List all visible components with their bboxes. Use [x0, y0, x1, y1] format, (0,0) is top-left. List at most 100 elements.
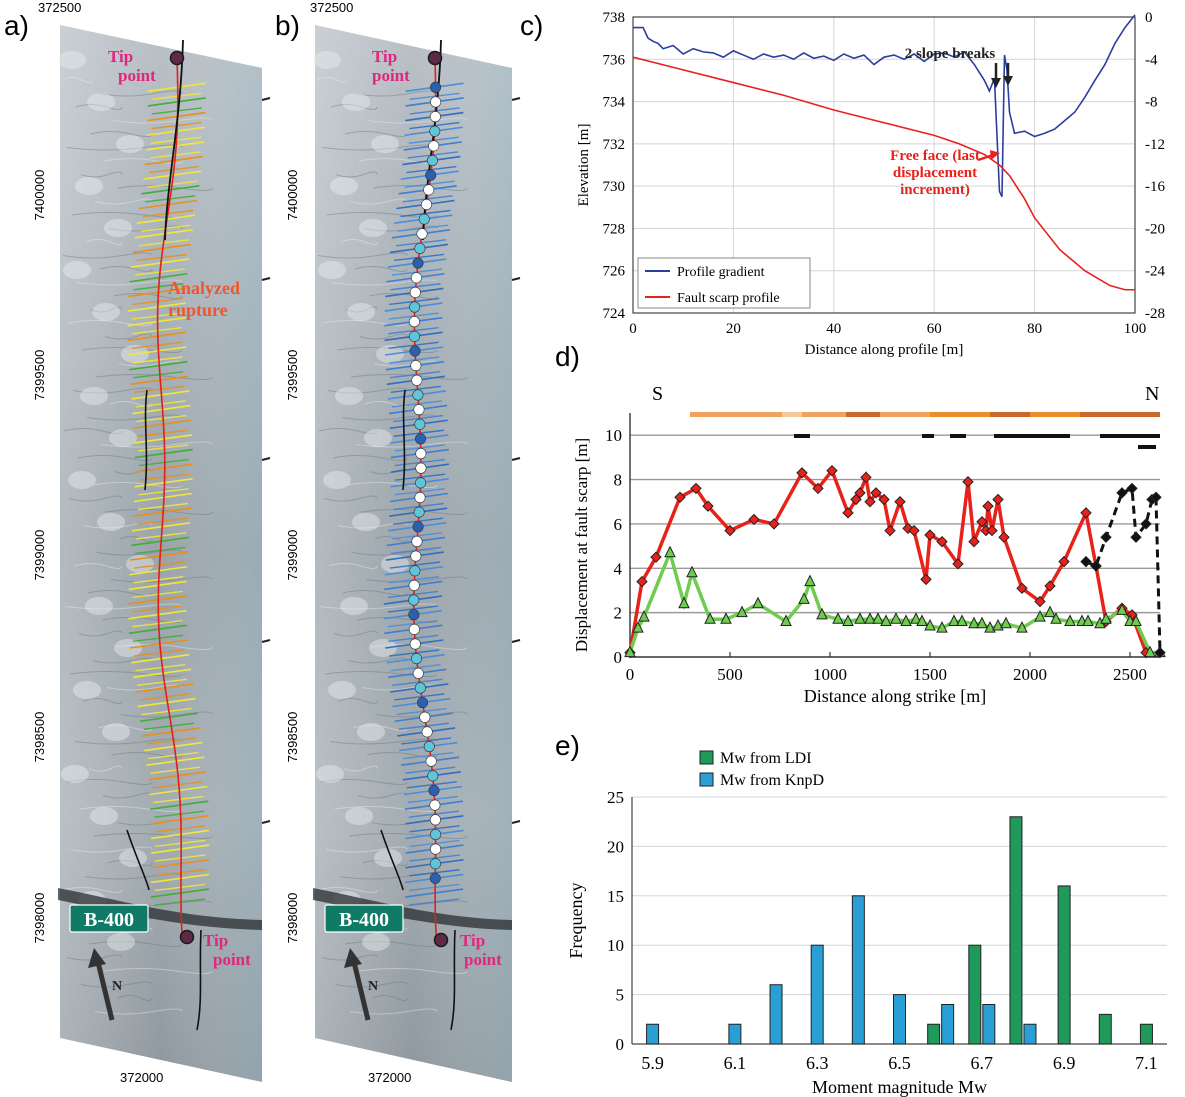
y2-tick-label: 0 — [1145, 10, 1153, 26]
bar-knpd — [810, 944, 824, 1045]
data-point — [962, 476, 974, 488]
data-point — [650, 551, 662, 563]
x-tick-label: 7.1 — [1135, 1053, 1158, 1073]
rupture-label-a: Analyzed rupture — [168, 278, 240, 320]
data-point — [704, 612, 716, 624]
y2-tick-label: -4 — [1145, 52, 1158, 68]
data-point — [1034, 609, 1046, 622]
bar-knpd — [1023, 1023, 1037, 1045]
data-point — [1000, 616, 1012, 629]
data-point — [1130, 614, 1142, 627]
data-point — [982, 500, 994, 512]
northing-labels-a: 7400000 7399500 7399000 7398500 7398000 — [32, 97, 271, 943]
x-tick-label: 20 — [726, 321, 741, 337]
data-point — [720, 612, 732, 624]
bar-ldi — [1009, 816, 1023, 1045]
y-tick-label: 734 — [603, 95, 626, 111]
northing-label: 7399000 — [285, 530, 300, 581]
data-point — [1144, 645, 1156, 658]
x-tick-label: 60 — [927, 321, 942, 337]
bar-knpd — [851, 895, 865, 1045]
legend-entry: Mw from LDI — [720, 750, 812, 767]
x-axis-label: Moment magnitude Mw — [812, 1077, 987, 1097]
bar-knpd — [769, 984, 783, 1045]
y-tick-label: 10 — [607, 936, 624, 955]
legend-e: Mw from LDI Mw from KnpD — [699, 750, 824, 789]
data-point — [976, 616, 988, 629]
bar-ldi — [1057, 885, 1071, 1045]
data-point — [686, 565, 698, 578]
x-tick-label: 0 — [626, 665, 635, 684]
data-point — [1090, 560, 1102, 572]
data-point — [736, 605, 748, 618]
data-point — [1116, 603, 1128, 615]
bar-knpd — [728, 1023, 742, 1045]
series-line — [1085, 486, 1162, 653]
data-point — [1044, 580, 1056, 592]
data-point — [936, 621, 948, 633]
y-tick-label: 726 — [603, 264, 626, 280]
data-point — [636, 575, 648, 588]
data-point — [748, 513, 760, 526]
y-tick-label: 10 — [605, 426, 622, 445]
road-label-b: B-400 — [339, 909, 389, 931]
data-point — [638, 609, 650, 622]
easting-bottom-a: 372000 — [120, 1070, 163, 1085]
data-point — [864, 612, 876, 624]
x-tick-label: 6.3 — [806, 1053, 829, 1073]
north-arrow-icon-b: N — [344, 948, 378, 1021]
data-point — [870, 487, 882, 499]
x-tick-label: 0 — [629, 321, 637, 337]
y-tick-label: 732 — [603, 137, 626, 153]
y-tick-label: 25 — [607, 788, 624, 807]
data-point — [664, 545, 676, 558]
bar-knpd — [941, 1003, 955, 1045]
data-point — [816, 607, 828, 620]
data-point — [878, 493, 890, 506]
y-tick-label: 736 — [603, 52, 626, 68]
data-point — [900, 614, 912, 627]
map-b-terrain-texture — [313, 51, 468, 1015]
bar-ldi — [1098, 1013, 1112, 1045]
data-point — [986, 524, 998, 537]
northing-label: 7399500 — [32, 350, 47, 401]
tip-label-top-a: Tip point — [108, 47, 156, 85]
data-point — [894, 496, 906, 508]
panel-d-letter: d) — [555, 341, 580, 372]
data-point — [1116, 487, 1128, 499]
annotation-free-face: Free face (last displacement increment) — [890, 148, 980, 198]
x-tick-label: 6.5 — [888, 1053, 911, 1073]
data-point — [724, 524, 736, 537]
x-tick-label: 5.9 — [641, 1053, 664, 1073]
panel-c-letter: c) — [520, 10, 543, 41]
y2-tick-label: -8 — [1145, 95, 1158, 111]
y-tick-label: 15 — [607, 887, 624, 906]
data-point — [678, 596, 690, 609]
data-point — [880, 614, 892, 627]
data-point — [674, 491, 686, 503]
x-tick-label: 1000 — [813, 665, 847, 684]
road-label-a: B-400 — [84, 909, 134, 931]
chart-e: e) 0 5 10 15 20 25 5.9 6.1 6.3 6.5 6.7 6.9 7.1 Moment… — [555, 730, 1167, 1097]
data-point — [948, 614, 960, 627]
map-a-terrain-texture — [58, 51, 213, 1015]
y2-tick-label: -28 — [1145, 306, 1165, 322]
data-point — [1140, 518, 1152, 530]
y-tick-label: 0 — [614, 648, 623, 667]
data-point — [1044, 605, 1056, 618]
bar-ldi — [968, 944, 982, 1045]
data-point — [1064, 614, 1076, 627]
x-axis-label: Distance along strike [m] — [804, 686, 986, 706]
tip-point-bottom-a — [179, 929, 195, 945]
data-point — [854, 487, 866, 499]
x-tick-label: 500 — [717, 665, 743, 684]
data-point — [1080, 555, 1092, 568]
data-point — [702, 500, 714, 512]
data-point — [796, 467, 808, 479]
y-tick-label: 2 — [614, 604, 623, 623]
y-axis-label: Elevation [m] — [576, 124, 592, 207]
data-point — [860, 471, 872, 484]
data-point — [968, 616, 980, 629]
north-label-a: N — [112, 979, 122, 994]
